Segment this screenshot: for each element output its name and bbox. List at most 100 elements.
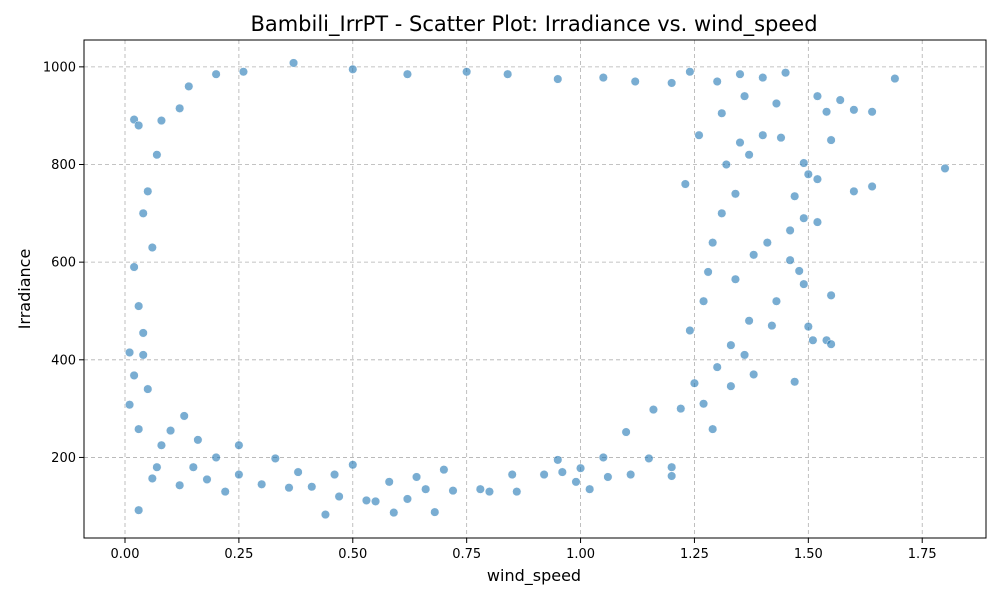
data-point	[147, 242, 157, 253]
data-point	[689, 378, 699, 388]
data-point	[735, 137, 745, 148]
data-point	[812, 217, 822, 227]
data-point	[699, 296, 709, 306]
data-point	[361, 495, 371, 505]
data-point	[289, 58, 299, 68]
data-point	[371, 496, 381, 506]
data-point	[726, 340, 736, 350]
data-point	[293, 467, 303, 477]
data-point	[557, 467, 567, 477]
data-point	[484, 487, 494, 497]
data-point	[744, 316, 754, 326]
data-point	[790, 191, 800, 201]
data-point	[762, 238, 772, 248]
data-point	[712, 362, 722, 372]
data-point	[812, 91, 822, 101]
data-point	[175, 480, 185, 490]
data-point	[890, 74, 900, 84]
data-point	[448, 486, 458, 496]
data-point	[749, 250, 759, 260]
data-point	[284, 483, 294, 493]
data-point	[667, 462, 677, 472]
data-point	[598, 452, 608, 462]
data-point	[799, 213, 809, 223]
data-point	[835, 95, 845, 105]
data-point	[462, 67, 472, 77]
data-point	[143, 186, 153, 196]
data-point	[576, 463, 586, 473]
data-point	[771, 98, 781, 109]
data-point	[307, 482, 317, 492]
data-point	[767, 321, 777, 331]
data-point	[822, 107, 832, 117]
data-point	[238, 67, 248, 77]
data-point	[785, 225, 795, 235]
data-point	[826, 339, 836, 349]
data-point	[138, 350, 148, 360]
data-point	[202, 474, 212, 484]
x-axis-ticks: 0.00 0.25 0.50 0.75 1.00 1.25 1.50 1.75	[111, 538, 937, 562]
data-point	[712, 76, 722, 87]
data-point	[156, 116, 166, 126]
x-tick-label: 1.25	[680, 547, 709, 562]
data-point	[730, 189, 740, 199]
data-point	[179, 411, 189, 421]
y-tick-label: 600	[51, 256, 76, 271]
data-point	[402, 69, 412, 79]
data-point	[330, 469, 340, 480]
data-point	[571, 477, 581, 487]
data-point	[940, 163, 950, 173]
data-point	[134, 424, 144, 434]
data-point	[129, 370, 139, 380]
data-point	[744, 150, 754, 160]
y-axis-label: Irradiance	[15, 249, 34, 330]
data-point	[849, 105, 859, 115]
data-points	[125, 58, 950, 520]
data-point	[512, 487, 522, 497]
data-point	[188, 462, 198, 472]
data-point	[758, 130, 768, 140]
data-point	[717, 208, 727, 218]
data-point	[630, 76, 640, 87]
plot-frame	[83, 39, 987, 539]
x-tick-label: 0.00	[111, 547, 140, 562]
data-point	[421, 484, 431, 494]
x-tick-label: 1.00	[566, 547, 595, 562]
data-point	[676, 404, 686, 414]
data-point	[134, 120, 144, 130]
data-point	[740, 91, 750, 101]
data-point	[138, 208, 148, 218]
data-point	[166, 426, 176, 436]
data-point	[603, 472, 613, 482]
data-point	[211, 69, 221, 79]
data-point	[152, 150, 162, 160]
data-point	[384, 477, 394, 487]
data-point	[539, 469, 549, 480]
data-point	[334, 491, 344, 502]
data-point	[776, 133, 786, 143]
data-point	[507, 469, 517, 480]
y-tick-label: 400	[51, 353, 76, 368]
y-tick-label: 1000	[43, 60, 76, 75]
x-axis-label: wind_speed	[487, 566, 581, 586]
data-point	[211, 452, 221, 462]
chart-title: Bambili_IrrPT - Scatter Plot: Irradiance…	[250, 12, 817, 37]
data-point	[758, 73, 768, 83]
y-axis-ticks: 200 400 600 800 1000	[43, 60, 84, 466]
x-tick-label: 0.50	[338, 547, 367, 562]
data-point	[389, 508, 399, 518]
data-point	[503, 69, 513, 79]
x-tick-label: 0.75	[452, 547, 481, 562]
data-point	[626, 469, 636, 480]
data-point	[257, 479, 267, 489]
data-point	[808, 335, 818, 345]
data-point	[799, 279, 809, 289]
x-tick-label: 0.25	[224, 547, 253, 562]
data-point	[708, 424, 718, 434]
data-point	[234, 469, 244, 480]
grid	[84, 40, 986, 538]
data-point	[220, 487, 230, 497]
y-tick-label: 800	[51, 158, 76, 173]
